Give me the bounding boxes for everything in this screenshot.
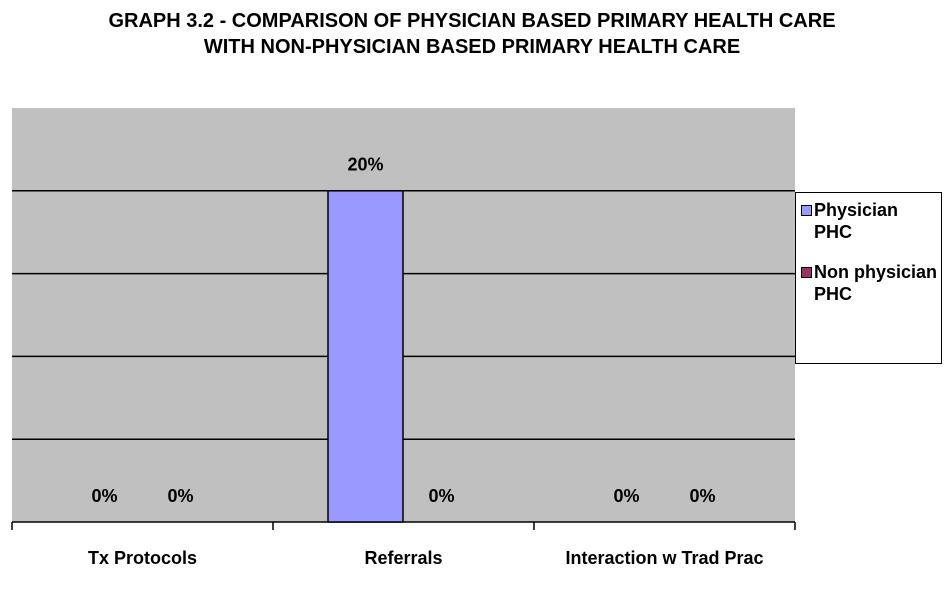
data-label: 0% <box>428 486 454 506</box>
legend-entry: Non physician PHC <box>796 261 941 305</box>
x-tick-label: Interaction w Trad Prac <box>565 548 764 568</box>
legend-label: Physician PHC <box>814 200 899 242</box>
legend-swatch <box>801 267 812 278</box>
data-label: 0% <box>613 486 639 506</box>
x-tick-label: Tx Protocols <box>87 548 198 568</box>
legend-label: Non physician PHC <box>814 262 938 304</box>
data-label: 20% <box>347 155 383 175</box>
data-label: 0% <box>91 486 117 506</box>
legend-swatch <box>801 205 812 216</box>
bar <box>327 190 404 523</box>
chart-title: GRAPH 3.2 - COMPARISON OF PHYSICIAN BASE… <box>108 10 836 58</box>
data-label: 0% <box>167 486 193 506</box>
legend: Physician PHC Non physician PHC <box>795 192 942 364</box>
data-label: 0% <box>689 486 715 506</box>
x-tick-label: Referrals <box>364 548 443 568</box>
legend-entry: Physician PHC <box>796 199 941 243</box>
